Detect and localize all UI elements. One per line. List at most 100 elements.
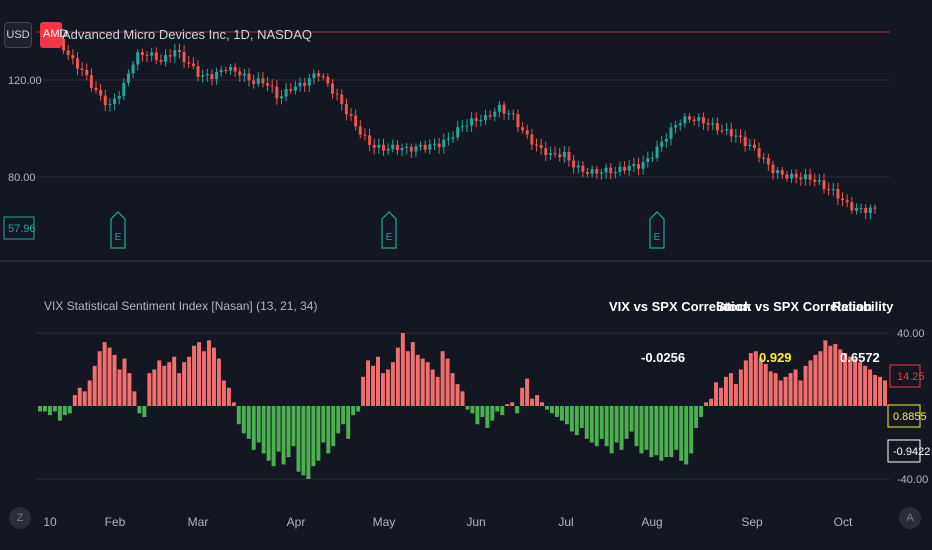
histogram-bar — [336, 406, 341, 434]
histogram-bar — [689, 406, 694, 454]
candle-body — [437, 143, 441, 148]
candle-body — [493, 111, 497, 117]
candle-body — [321, 76, 325, 78]
histogram-bar — [714, 382, 718, 406]
histogram-bar — [858, 362, 863, 406]
candle-body — [400, 147, 404, 151]
histogram-bar — [470, 406, 475, 414]
candle-body — [465, 125, 469, 127]
histogram-bar — [251, 406, 256, 450]
histogram-bar — [718, 387, 723, 406]
histogram-bar — [450, 373, 455, 406]
symbol-badge[interactable]: AMD — [40, 22, 67, 48]
earnings-marker-label: E — [115, 232, 122, 243]
candle-body — [697, 117, 701, 121]
candle-body — [586, 171, 590, 174]
candle-body — [303, 82, 307, 86]
candle-body — [859, 208, 863, 210]
candle-body — [159, 59, 163, 62]
candle-body — [451, 137, 455, 139]
auto-scale-button[interactable]: A — [899, 507, 921, 529]
candle-body — [89, 75, 93, 88]
candle-body — [479, 120, 483, 122]
histogram-bar — [694, 406, 699, 428]
candle-body — [182, 51, 186, 63]
candle-body — [75, 58, 79, 69]
candle-body — [442, 139, 446, 148]
candle-body — [154, 52, 158, 60]
candle-body — [567, 152, 571, 161]
histogram-bar — [510, 402, 515, 406]
histogram-bar — [569, 406, 574, 432]
time-axis-label: Apr — [287, 515, 306, 529]
histogram-bar — [545, 406, 549, 410]
candle-body — [326, 76, 330, 84]
candle-body — [558, 154, 562, 158]
histogram-bar — [589, 406, 594, 443]
candle-body — [409, 146, 413, 152]
currency-button[interactable]: USD — [4, 22, 32, 48]
candle-body — [757, 148, 761, 158]
candle-body — [590, 169, 594, 174]
histogram-bar — [425, 362, 430, 406]
histogram-bar — [231, 402, 236, 406]
histogram-bar — [42, 406, 47, 412]
histogram-bar — [256, 406, 261, 443]
earnings-marker[interactable] — [110, 211, 126, 249]
candle-body — [785, 174, 789, 179]
candle-body — [794, 173, 798, 178]
candle-body — [780, 170, 784, 175]
zoom-button[interactable]: Z — [9, 507, 31, 529]
histogram-bar — [654, 406, 659, 456]
histogram-bar — [535, 395, 540, 406]
indicator-title[interactable]: VIX Statistical Sentiment Index [Nasan] … — [44, 299, 318, 313]
candle-body — [706, 123, 710, 125]
histogram-bar — [127, 373, 132, 406]
histogram-bar — [177, 373, 182, 406]
candle-body — [664, 138, 668, 142]
histogram-bar — [400, 333, 405, 406]
earnings-marker[interactable] — [381, 211, 397, 249]
histogram-bar — [748, 353, 753, 406]
candle-body — [196, 66, 200, 77]
earnings-marker[interactable] — [649, 211, 665, 249]
histogram-bar — [813, 354, 818, 406]
candle-body — [868, 207, 872, 213]
candle-body — [613, 172, 617, 174]
histogram-bar — [490, 406, 495, 421]
histogram-bar — [743, 360, 748, 406]
histogram-bar — [878, 376, 883, 406]
candle-body — [289, 89, 293, 91]
histogram-bar — [211, 347, 216, 406]
candle-body — [646, 158, 650, 163]
histogram-bar — [808, 360, 813, 406]
histogram-bar — [246, 406, 251, 439]
histogram-bar — [405, 351, 410, 406]
candle-body — [145, 55, 149, 57]
candle-body — [525, 130, 529, 135]
histogram-bar — [102, 342, 107, 406]
table-value-vix-spx: -0.0256 — [641, 350, 686, 365]
candle-body — [669, 127, 673, 139]
candle-body — [521, 127, 525, 131]
candle-body — [776, 170, 780, 174]
candle-body — [108, 103, 112, 106]
histogram-bar — [475, 406, 480, 425]
candle-body — [502, 104, 506, 114]
candle-body — [460, 126, 464, 128]
candle-body — [799, 177, 803, 180]
candle-body — [739, 135, 743, 137]
histogram-bar — [107, 347, 112, 406]
histogram-bar — [316, 406, 321, 461]
candle-body — [405, 146, 409, 148]
histogram-bar — [192, 345, 197, 406]
candle-body — [284, 89, 288, 97]
candle-body — [423, 144, 427, 150]
histogram-bar — [62, 406, 67, 416]
candle-body — [572, 160, 576, 168]
histogram-bar — [132, 391, 137, 406]
histogram-bar — [669, 406, 674, 458]
histogram-bar — [117, 369, 122, 406]
candle-body — [391, 144, 395, 149]
